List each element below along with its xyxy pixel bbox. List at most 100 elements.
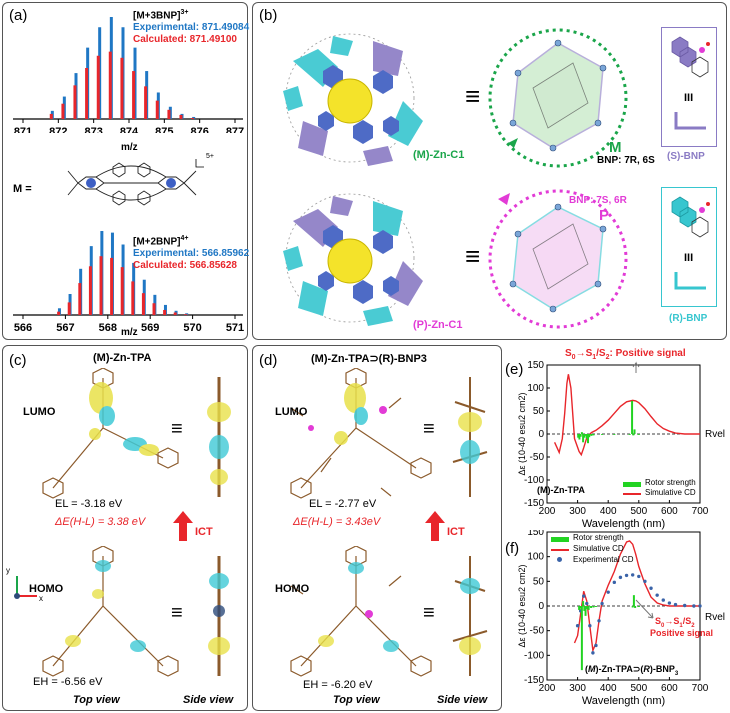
- cd-f-legend-title: (M)-Zn-TPA⊃(R)-BNP3: [585, 664, 679, 677]
- cd-f-chart: 200 300 400 500 600 700 -150 -100 -50 0 50 100 150 Wa…: [517, 530, 709, 707]
- cd-f-signal-arrow: [635, 599, 654, 619]
- panel-a: (a) 871 872 873 874 875 876 877 [M+3BNP]3+ Exp…: [2, 2, 250, 340]
- cd-f-exp-point-10: [612, 580, 617, 585]
- ms-4plus-calculated: Calculated: 566.85628: [133, 260, 237, 271]
- cd-e-legend-rotor: Rotor strength: [645, 478, 696, 487]
- cd-f-exp-point-2: [582, 594, 586, 598]
- r-bnp-icon: [674, 272, 706, 290]
- cd-e-xtick-label-5: 700: [692, 506, 709, 517]
- panel-label-a: (a): [9, 7, 28, 24]
- ms-3plus-tick-label-4: 875: [155, 126, 173, 133]
- d-side-lumo: [452, 377, 488, 497]
- cd-f-rvel: Rvel: [705, 612, 726, 623]
- cd-f-signal-a: S0→S1/S2: [655, 616, 695, 629]
- panel-b: (b) (M)-Zn-C1 ≡ M BNP:: [252, 2, 727, 340]
- ms-3plus-tick-label-5: 876: [190, 126, 208, 133]
- cd-f-exp-point-13: [630, 573, 635, 577]
- s-bnp-structure: [671, 36, 710, 78]
- c-eh: EH = -6.56 eV: [33, 676, 103, 688]
- ms-4plus-ion-label: [M+2BNP]4+: [133, 235, 189, 247]
- r-bnp-box: III: [661, 187, 717, 307]
- cd-e-ytick-label-2: -50: [530, 452, 545, 463]
- ms-4plus-tick-label-0: 566: [14, 322, 32, 334]
- panel-label-b: (b): [259, 7, 278, 24]
- cd-f-xtick-label-5: 700: [692, 683, 709, 694]
- cd-f-exp-point-20: [673, 602, 678, 607]
- cd-e-ytick-label-4: 50: [533, 406, 545, 417]
- panel-f: (f) 200 300 400 500 600 700 -150 -100 -50 0 50 100 1…: [505, 530, 730, 713]
- ms-4plus-tick-label-1: 567: [56, 322, 74, 334]
- cd-f-exp-point-3: [585, 601, 589, 606]
- d-side-homo: [452, 556, 488, 676]
- cd-f-exp-point-5: [591, 651, 595, 655]
- cd-f-legend-rotor: Rotor strength: [573, 533, 624, 542]
- ms-4plus-xlabel: m/z: [121, 327, 138, 338]
- cd-f-exp-point-19: [667, 601, 672, 605]
- cd-f-ytick-label-4: 50: [533, 576, 545, 587]
- c-delta-e: ΔE(H-L) = 3.38 eV: [55, 516, 146, 528]
- cd-e-legend-sim: Simulative CD: [645, 488, 696, 497]
- d-equiv-top: ≡: [423, 418, 435, 440]
- d-el: EL = -2.77 eV: [309, 498, 377, 510]
- r-bnp-label: (R)-BNP: [669, 313, 708, 324]
- cd-e-legend-sim-swatch: [623, 493, 641, 495]
- cd-f-xlabel: Wavelength (nm): [582, 695, 665, 707]
- c-top-view: Top view: [73, 694, 120, 706]
- cd-f-exp-point-15: [643, 579, 647, 584]
- cd-f-exp-point-7: [597, 619, 601, 623]
- d-title: (M)-Zn-TPA⊃(R)-BNP3: [311, 353, 427, 365]
- equiv-bottom: ≡: [465, 241, 481, 271]
- cd-e-signal-arrow: [632, 361, 640, 373]
- cd-e-ytick-label-1: -100: [524, 475, 544, 486]
- ms-3plus-charge: 3+: [180, 9, 189, 16]
- ms-4plus-tick-label-2: 568: [99, 322, 117, 334]
- cd-e-signal: S0→S1/S2: Positive signal: [565, 348, 686, 361]
- d-equiv-bottom: ≡: [423, 602, 435, 624]
- bnp-p-count: BNP: 7S, 6R: [569, 195, 627, 206]
- c-side-lumo: [207, 377, 231, 497]
- c-lumo-topview: [42, 368, 179, 499]
- d-eh: EH = -6.20 eV: [303, 679, 373, 691]
- panel-e: (e) 200 300 400 500 600 700 -150 -100 -50 0 50 100 1…: [505, 345, 730, 530]
- s-bnp-label: (S)-BNP: [667, 151, 705, 162]
- ms-4plus-tick-label-3: 569: [141, 322, 159, 334]
- ms-4plus-experimental: Experimental: 566.85962: [133, 248, 250, 259]
- d-homo-topview: [290, 546, 432, 677]
- cd-e-legend-rotor-swatch: [623, 482, 641, 487]
- cd-f-exp-point-4: [588, 624, 592, 628]
- helix-m-schematic: [488, 28, 628, 168]
- ms-3plus-ion: [M+3BNP]: [133, 10, 181, 22]
- panel-label-f: (f): [505, 540, 520, 557]
- cd-e-xtick-label-2: 400: [600, 506, 617, 517]
- m-equals-label: M =: [13, 183, 32, 195]
- cd-e-xtick-label-3: 500: [630, 506, 647, 517]
- cd-e-xtick-label-1: 300: [569, 506, 586, 517]
- c-title: (M)-Zn-TPA: [93, 352, 152, 364]
- helix-m-letter: M: [609, 139, 622, 156]
- cd-f-exp-point-17: [655, 593, 659, 597]
- cd-f-exp-point-12: [624, 573, 629, 578]
- s-bnp-iii: III: [684, 92, 694, 104]
- c-el: EL = -3.18 eV: [55, 498, 123, 510]
- helix-p-letter: P: [599, 207, 610, 224]
- cd-e-ylabel: Δε (10-40 esu2 cm2): [517, 392, 527, 475]
- cd-f-ytick-label-5: 100: [527, 552, 544, 563]
- cd-e-ytick-label-5: 100: [527, 383, 544, 394]
- d-homo-label: HOMO: [275, 583, 310, 595]
- cage-p-image: [283, 193, 423, 326]
- c-axis-y: y: [6, 566, 10, 575]
- c-ict-label: ICT: [195, 526, 213, 538]
- c-equiv-top: ≡: [171, 418, 183, 440]
- ms-3plus-experimental: Experimental: 871.49084: [133, 22, 250, 33]
- d-lumo-topview: [290, 368, 432, 499]
- cd-f-ytick-label-3: 0: [538, 601, 544, 612]
- ms-3plus-tick-label-0: 871: [14, 126, 32, 133]
- cd-f-exp-point-11: [618, 575, 623, 580]
- r-bnp-iii: III: [684, 252, 694, 264]
- cd-f-exp-point-9: [606, 590, 610, 594]
- panel-c: (c) (M)-Zn-TPA LUMO EL = -3.18 eV ΔE(H-L…: [2, 345, 248, 711]
- cd-f-xtick-label-0: 200: [539, 683, 556, 694]
- cage-p-label: (P)-Zn-C1: [413, 319, 463, 331]
- r-bnp-structure: [671, 196, 710, 238]
- cd-e-chart: 200 300 400 500 600 700 -150 -100 -50 0 50 100 150 Wa…: [517, 360, 709, 530]
